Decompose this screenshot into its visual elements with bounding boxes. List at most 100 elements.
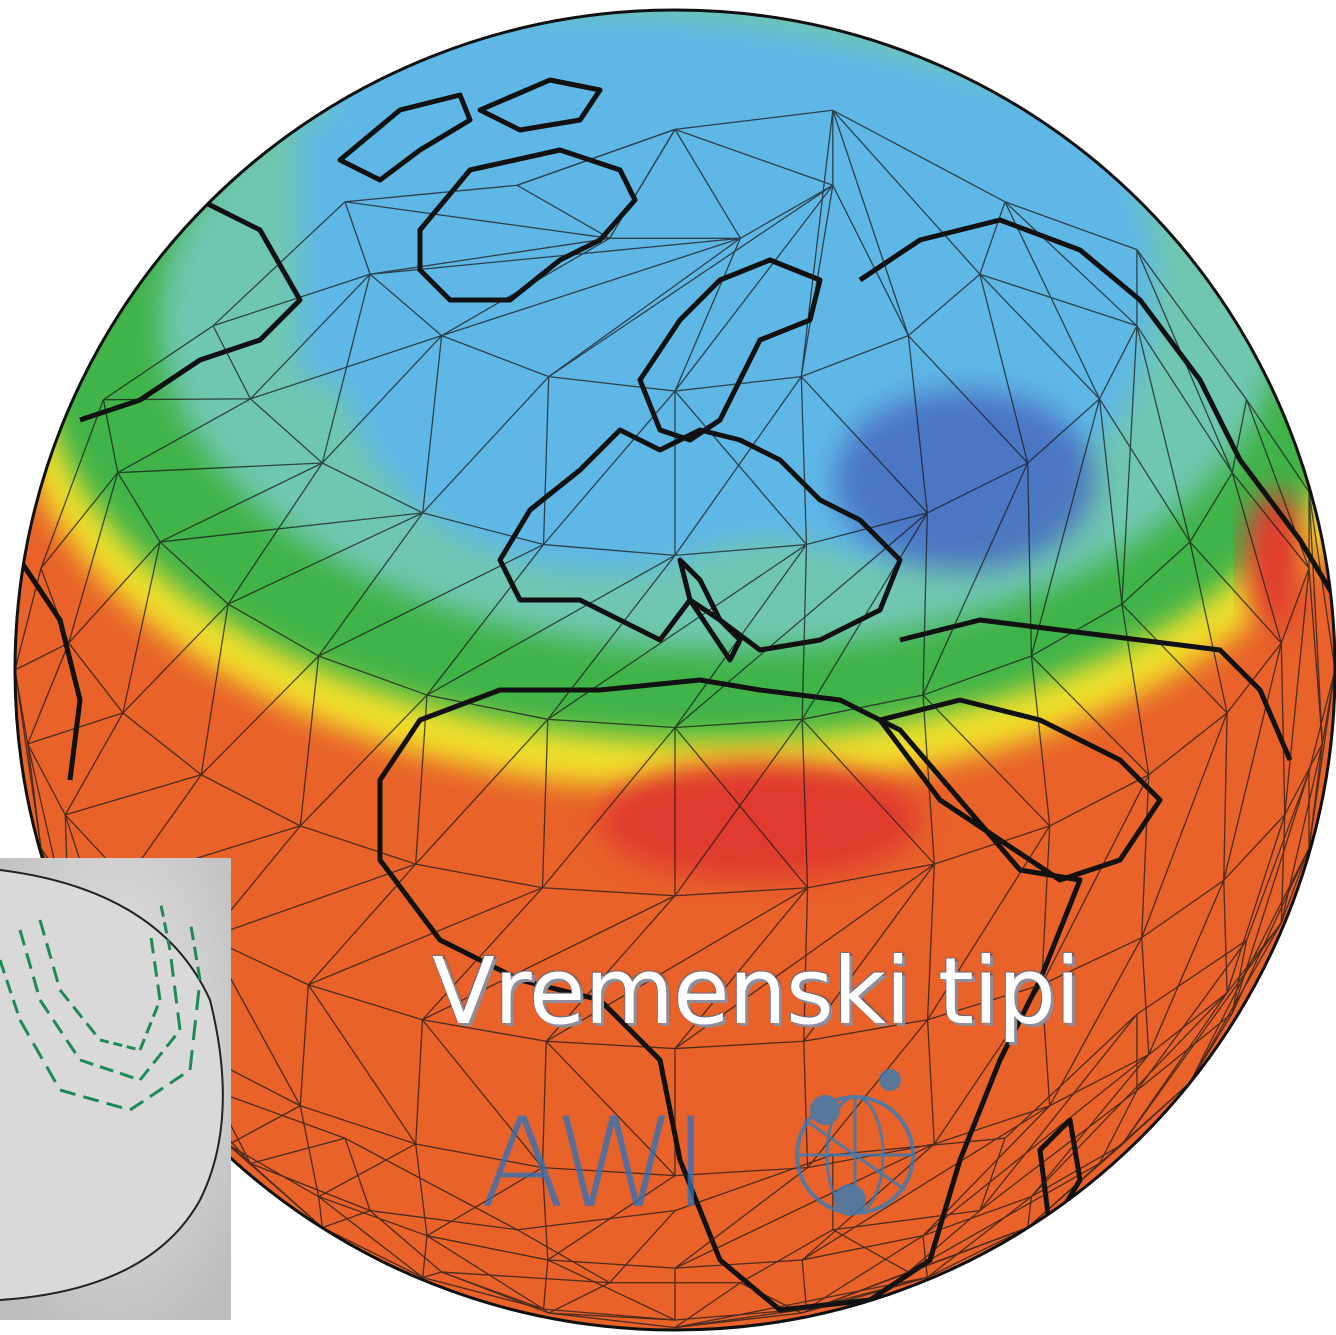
mesh-edge [803, 863, 935, 1042]
mesh-edge [1231, 847, 1310, 1014]
mesh-edge [40, 399, 105, 569]
mesh-edge [907, 273, 981, 337]
mesh-edge [1141, 937, 1150, 1055]
mesh-edge [40, 568, 70, 644]
mesh-edge [927, 1227, 1028, 1279]
mesh-edge [674, 543, 807, 557]
mesh-edge [227, 1144, 323, 1229]
mesh-edge [415, 1143, 428, 1236]
mesh-edge [674, 727, 809, 889]
mesh-edge [927, 462, 1028, 514]
mesh-edge [426, 554, 676, 696]
mesh-edge [1030, 1054, 1150, 1198]
mesh-edge [227, 462, 323, 605]
mesh-edge [250, 398, 323, 464]
mesh-edge [740, 1282, 802, 1314]
flow-arrow [31, 976, 40, 993]
mesh-edge [1308, 669, 1335, 849]
awi-logo-icon [795, 1069, 915, 1216]
flow-arrow [79, 1058, 94, 1066]
mesh-edge [422, 895, 676, 1021]
flow-arrow [176, 1012, 182, 1031]
mesh-edge [926, 864, 935, 1020]
mesh-edge [1223, 642, 1282, 881]
mesh-edge [65, 774, 202, 816]
inset-flow-panel [0, 858, 231, 1320]
flow-arrow [138, 1068, 150, 1081]
mesh-edge [318, 1196, 428, 1237]
mesh-edge [674, 1282, 741, 1329]
mesh-edge [307, 863, 417, 986]
mesh-edge [15, 568, 42, 671]
mesh-edge [674, 1308, 807, 1329]
mesh-edge [740, 1229, 834, 1284]
mesh-edge [801, 1259, 808, 1310]
mesh-edge [547, 1175, 676, 1261]
mesh-edge [422, 376, 550, 514]
mesh-edge [803, 1041, 809, 1168]
flow-arrow [25, 952, 33, 970]
mesh-edge [547, 1259, 676, 1321]
mesh-edge [1231, 399, 1248, 473]
mesh-edge [299, 1105, 320, 1197]
mesh-edge [674, 887, 808, 897]
mesh-edge [546, 1040, 676, 1050]
mesh-edge [1041, 984, 1051, 1106]
mesh-edge [979, 1137, 1006, 1211]
mesh-edge [307, 984, 417, 1145]
mesh-edge [934, 825, 1050, 865]
flow-arrow [59, 1088, 76, 1096]
mesh-edge [922, 1235, 928, 1278]
mesh-edge [541, 1041, 547, 1168]
mesh-edge [318, 655, 428, 696]
mesh-edge [117, 462, 323, 474]
mesh-edge [801, 544, 808, 720]
mesh-edge [441, 335, 549, 378]
mesh-edge [927, 984, 1042, 1021]
mesh-edge [426, 1235, 544, 1310]
mesh-edge [979, 1013, 1138, 1212]
flow-arrow [188, 1050, 194, 1071]
mesh-edge [322, 462, 423, 514]
mesh-edge [1189, 541, 1228, 714]
mesh-edge [1189, 472, 1233, 543]
flow-arrow [159, 905, 165, 917]
mesh-edge [1121, 603, 1228, 714]
mesh-edge [516, 184, 610, 239]
mesh-edge [1280, 643, 1286, 815]
flow-arrow [156, 984, 162, 1001]
mesh-edge [674, 1143, 935, 1269]
mesh-edge [318, 543, 544, 657]
flow-arrow [85, 1022, 97, 1036]
mesh-edge [1041, 774, 1150, 986]
mesh-edge [322, 1210, 371, 1229]
mesh-edge [674, 512, 928, 729]
flow-arrow [138, 1038, 146, 1051]
mesh-edge [1136, 939, 1247, 1015]
mesh-edge [208, 863, 416, 939]
mesh-edge [318, 1196, 424, 1278]
flow-arrow [18, 929, 26, 946]
mesh-edge [543, 390, 676, 545]
mesh-edge [1148, 712, 1228, 776]
mesh-edge [934, 1105, 1050, 1145]
mesh-edge [40, 472, 119, 569]
flow-arrow [51, 966, 60, 983]
mesh-edge [674, 1040, 804, 1050]
mesh-edge [548, 1312, 676, 1329]
mesh-edge [212, 1089, 346, 1139]
mesh-edge [159, 462, 323, 543]
mesh-edge [1041, 825, 1051, 985]
mesh-edge [370, 1209, 518, 1231]
mesh-edge [1136, 249, 1233, 473]
mesh-edge [547, 718, 676, 729]
mesh-edge [1098, 398, 1191, 543]
mesh-edge [27, 743, 66, 816]
mesh-edge [422, 1276, 544, 1310]
mesh-edge [15, 642, 69, 671]
mesh-edge [300, 1105, 416, 1145]
mesh-edge [422, 512, 544, 546]
mesh-edge [212, 201, 346, 327]
mesh-edge [1136, 1012, 1233, 1091]
